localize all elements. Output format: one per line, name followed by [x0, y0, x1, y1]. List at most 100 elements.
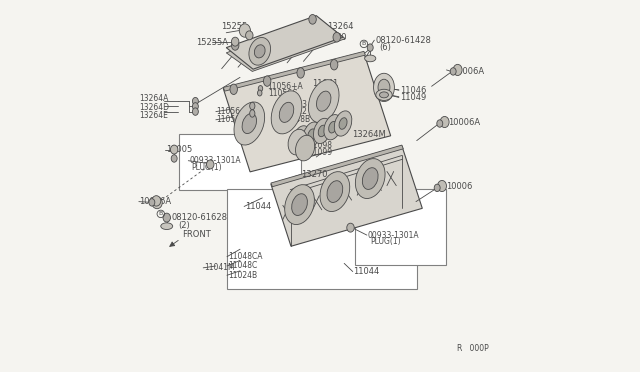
- Ellipse shape: [152, 197, 163, 209]
- Ellipse shape: [308, 80, 339, 123]
- Ellipse shape: [249, 38, 271, 65]
- Text: 11041: 11041: [312, 79, 339, 88]
- Ellipse shape: [376, 89, 392, 100]
- Ellipse shape: [271, 91, 302, 134]
- Text: 11048CA: 11048CA: [228, 252, 262, 261]
- Text: 11041M: 11041M: [204, 263, 235, 272]
- Ellipse shape: [152, 196, 161, 206]
- Text: 11098: 11098: [308, 141, 332, 150]
- Text: 11056: 11056: [216, 107, 241, 116]
- Text: 11056C: 11056C: [269, 89, 298, 98]
- Ellipse shape: [285, 185, 314, 225]
- Ellipse shape: [239, 24, 250, 37]
- Text: 10006: 10006: [447, 182, 473, 191]
- Ellipse shape: [250, 110, 255, 117]
- Ellipse shape: [207, 160, 214, 169]
- Text: 13270: 13270: [320, 33, 346, 42]
- Text: R   000P: R 000P: [457, 344, 489, 353]
- Text: 10006A: 10006A: [140, 197, 172, 206]
- Ellipse shape: [193, 103, 198, 110]
- Ellipse shape: [327, 181, 343, 202]
- Ellipse shape: [292, 194, 307, 215]
- Ellipse shape: [308, 129, 316, 141]
- Text: 11048B: 11048B: [281, 115, 310, 124]
- Bar: [355, 189, 447, 265]
- Text: 11044: 11044: [353, 267, 380, 276]
- Text: 13264M: 13264M: [351, 130, 385, 139]
- Ellipse shape: [259, 86, 262, 92]
- Ellipse shape: [163, 213, 170, 222]
- Ellipse shape: [170, 145, 178, 154]
- Ellipse shape: [292, 126, 310, 151]
- Ellipse shape: [297, 68, 305, 78]
- Ellipse shape: [172, 155, 177, 162]
- Ellipse shape: [438, 180, 447, 192]
- Text: FRONT: FRONT: [182, 230, 211, 239]
- Ellipse shape: [298, 132, 305, 144]
- Ellipse shape: [362, 168, 378, 189]
- Ellipse shape: [434, 184, 440, 192]
- Ellipse shape: [339, 118, 347, 129]
- Ellipse shape: [324, 115, 341, 140]
- Text: 11044: 11044: [245, 202, 271, 211]
- Ellipse shape: [378, 79, 390, 96]
- Text: B: B: [159, 211, 163, 217]
- Ellipse shape: [450, 68, 456, 75]
- Text: 11024B: 11024B: [228, 271, 257, 280]
- Text: (6): (6): [380, 43, 392, 52]
- Ellipse shape: [355, 158, 385, 199]
- Ellipse shape: [161, 223, 173, 230]
- Ellipse shape: [242, 113, 257, 134]
- Ellipse shape: [232, 41, 239, 50]
- Text: 11046: 11046: [400, 86, 426, 94]
- Ellipse shape: [314, 118, 331, 144]
- Ellipse shape: [149, 199, 155, 206]
- Text: 11056C: 11056C: [216, 115, 246, 124]
- Ellipse shape: [193, 108, 198, 115]
- Text: 13264: 13264: [328, 22, 354, 31]
- Ellipse shape: [193, 97, 198, 105]
- Text: 10006A: 10006A: [449, 118, 481, 126]
- Polygon shape: [271, 146, 422, 246]
- Ellipse shape: [257, 90, 262, 96]
- Ellipse shape: [230, 84, 237, 94]
- Polygon shape: [223, 51, 365, 91]
- Text: 13270: 13270: [301, 170, 327, 179]
- Ellipse shape: [254, 45, 265, 58]
- Polygon shape: [227, 19, 346, 71]
- Ellipse shape: [367, 44, 373, 51]
- Text: 13264A: 13264A: [140, 94, 169, 103]
- Bar: [227, 189, 417, 289]
- Ellipse shape: [264, 76, 271, 86]
- Ellipse shape: [318, 125, 326, 137]
- Ellipse shape: [234, 102, 265, 145]
- Ellipse shape: [303, 122, 321, 147]
- Ellipse shape: [330, 60, 338, 70]
- Ellipse shape: [296, 135, 315, 161]
- Polygon shape: [223, 53, 390, 172]
- Text: B: B: [362, 41, 366, 46]
- Ellipse shape: [453, 64, 462, 76]
- Ellipse shape: [317, 91, 331, 111]
- Text: 11049: 11049: [400, 93, 426, 102]
- Ellipse shape: [380, 92, 388, 98]
- Text: 00933-1301A: 00933-1301A: [367, 231, 419, 240]
- Ellipse shape: [232, 37, 239, 46]
- Text: PLUG(1): PLUG(1): [191, 163, 222, 172]
- Ellipse shape: [246, 31, 253, 40]
- Ellipse shape: [279, 102, 294, 122]
- Ellipse shape: [440, 116, 449, 128]
- Text: 13212: 13212: [284, 107, 307, 116]
- Text: 11056+A: 11056+A: [267, 82, 303, 91]
- Ellipse shape: [347, 223, 354, 232]
- Ellipse shape: [374, 73, 394, 102]
- Text: 08120-61628: 08120-61628: [172, 213, 227, 222]
- Ellipse shape: [437, 120, 443, 127]
- Text: 10005: 10005: [166, 145, 192, 154]
- Polygon shape: [227, 16, 343, 69]
- Ellipse shape: [250, 102, 255, 110]
- Text: 15255: 15255: [221, 22, 248, 31]
- Ellipse shape: [333, 32, 340, 42]
- Ellipse shape: [320, 171, 349, 212]
- Bar: [179, 134, 301, 190]
